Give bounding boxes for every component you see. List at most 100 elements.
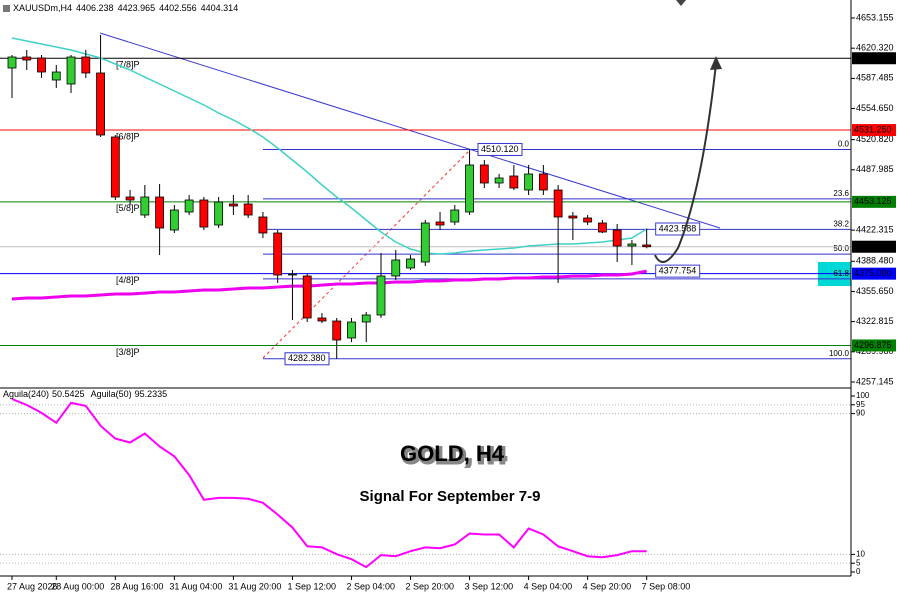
- candle-body: [627, 243, 637, 247]
- candle-body: [598, 222, 607, 233]
- price-box: [852, 267, 896, 280]
- price-box-label: 4296.875: [854, 340, 892, 350]
- candle-body: [332, 320, 342, 341]
- fib-label: 38.2: [833, 220, 849, 229]
- y-tick-label: 4520.820: [856, 134, 894, 144]
- candle-body: [435, 221, 445, 226]
- candle-body: [494, 177, 504, 184]
- price-box: [852, 52, 896, 65]
- candle-body: [642, 244, 652, 248]
- y-tick-label: 4257.145: [856, 376, 894, 386]
- y-tick-label: 4422.315: [856, 225, 894, 235]
- candle-body: [568, 215, 578, 219]
- x-tick-label: 2 Sep 20:00: [406, 581, 455, 591]
- candle-body: [479, 164, 489, 184]
- level-label: [4/8]P: [116, 275, 140, 285]
- y-tick-label: 4487.985: [856, 164, 894, 174]
- watermark-title: GOLD, H4: [400, 441, 505, 466]
- candle-body: [110, 136, 120, 198]
- moving-average: [11, 269, 647, 301]
- y-tick-label: 10: [856, 550, 865, 559]
- candle-body: [347, 321, 356, 339]
- candle-body: [214, 201, 224, 226]
- candle-body: [199, 199, 209, 228]
- ma-price-label: 4377.754: [659, 266, 697, 276]
- level-label: [6/8]P: [116, 131, 140, 141]
- forecast-arrow: [654, 63, 717, 263]
- y-tick-label: 5: [856, 558, 861, 567]
- y-tick-label: 4587.485: [856, 73, 894, 83]
- fib-label: 23.6: [833, 189, 849, 198]
- candle-body: [155, 196, 165, 229]
- y-tick-label: 4355.650: [856, 286, 894, 296]
- candle-body: [81, 56, 91, 74]
- watermark-shadow: GOLD, H4: [402, 443, 507, 468]
- candle-body: [125, 196, 135, 201]
- candle-body: [420, 222, 430, 263]
- x-tick-label: 2 Sep 04:00: [346, 581, 395, 591]
- candle-body: [184, 199, 194, 213]
- y-tick-label: 4653.155: [856, 12, 894, 22]
- watermark-subtitle: Signal For September 7-9: [360, 488, 541, 505]
- candle-body: [450, 209, 460, 223]
- symbol-icon: [3, 5, 10, 12]
- candle-body: [376, 275, 386, 316]
- indicator-line: [11, 398, 647, 569]
- y-tick-label: 0: [856, 567, 861, 576]
- x-tick-label: 3 Sep 12:00: [465, 581, 514, 591]
- candle-body: [406, 258, 415, 269]
- x-tick-label: 1 Sep 12:00: [287, 581, 336, 591]
- price-box: [852, 195, 896, 208]
- candle-body: [509, 175, 519, 189]
- candle-body: [391, 259, 401, 277]
- candle-body: [553, 189, 563, 218]
- arrow-head: [710, 56, 722, 70]
- candle-body: [169, 209, 179, 231]
- candle-body: [538, 173, 548, 191]
- legend-value: 95.2335: [135, 389, 168, 399]
- ma-price-box: [655, 264, 701, 278]
- candle-body: [317, 317, 327, 322]
- price-box: [852, 339, 896, 352]
- legend-name: Aguila(50): [91, 389, 132, 399]
- y-tick-label: 100: [856, 391, 870, 400]
- ma-price-box: [655, 222, 701, 236]
- candle-body: [22, 56, 32, 61]
- legend-value: 50.5425: [52, 389, 85, 399]
- moving-average: [11, 37, 648, 255]
- candle-body: [7, 56, 17, 69]
- level-label: [5/8]P: [116, 203, 140, 213]
- candle-body: [583, 217, 593, 223]
- y-tick-label: 95: [856, 400, 865, 409]
- ma-price-label: 4423.588: [659, 223, 697, 233]
- header-item: 4406.238: [76, 3, 114, 13]
- candle-body: [258, 216, 268, 234]
- price-box-label: 4375.000: [854, 268, 892, 278]
- header-item: XAUUSDm,H4: [13, 3, 72, 13]
- candle-body: [612, 229, 622, 247]
- indicator-header: Aguila(240) 50.5425 Aguila(50) 95.2335: [3, 389, 167, 399]
- symbol-header: XAUUSDm,H4 4406.238 4423.965 4402.556 4404.3…: [13, 3, 238, 13]
- fib-price-label: 4510.120: [481, 144, 519, 154]
- candle-body: [302, 275, 312, 319]
- x-tick-label: 31 Aug 20:00: [228, 581, 281, 591]
- candle-body: [361, 314, 371, 323]
- current-price-box: [852, 240, 896, 253]
- x-tick-label: 27 Aug 2026: [7, 581, 58, 591]
- fib-label: 61.8: [833, 269, 849, 278]
- fib-price-box: [477, 142, 523, 156]
- price-box: [852, 124, 896, 137]
- candle-body: [140, 196, 150, 216]
- x-tick-label: 28 Aug 16:00: [110, 581, 163, 591]
- y-tick-label: 4388.480: [856, 256, 894, 266]
- price-box-label: 4453.125: [854, 196, 892, 206]
- header-item: 4404.314: [201, 3, 239, 13]
- plot-layer: [7/8]P [6/8]P [5/8]P [4/8]P [3/8]P 0.0 23.6 38.…: [0, 35, 851, 569]
- current-price-label: 4404.314: [854, 241, 892, 251]
- candle-body: [288, 273, 297, 276]
- shift-marker: [676, 0, 686, 6]
- y-tick-label: 4554.650: [856, 103, 894, 113]
- level-label: [3/8]P: [116, 347, 140, 357]
- y-tick-label: 4620.320: [856, 43, 894, 53]
